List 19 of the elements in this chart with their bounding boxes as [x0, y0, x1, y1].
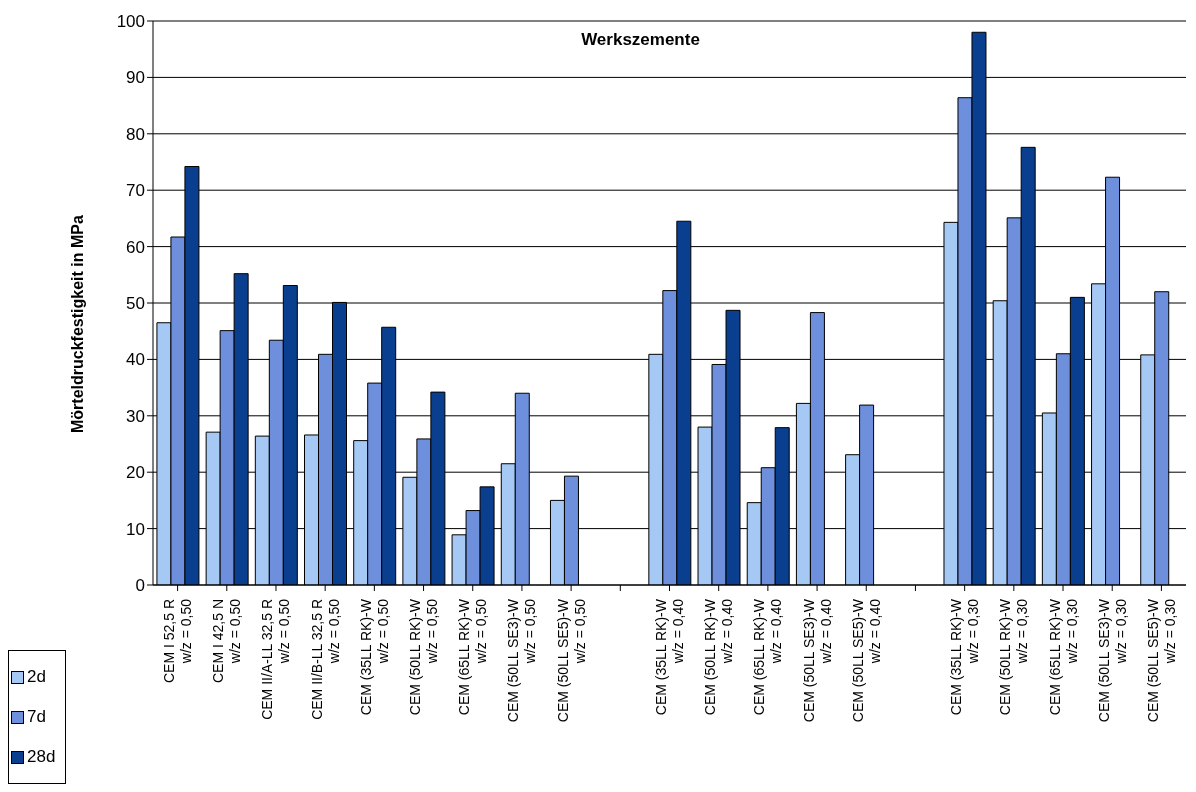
y-tick-label: 40: [126, 350, 145, 370]
y-axis-title: Mörteldruckfestigkeit in MPa: [68, 215, 86, 433]
legend-label: 7d: [27, 707, 46, 727]
y-tick-label: 100: [116, 12, 145, 32]
y-tick-label: 90: [126, 68, 145, 88]
y-tick-label: 30: [126, 406, 145, 426]
x-tick-label: CEM (35LL RK)-W w/z = 0,30: [948, 598, 982, 716]
text: Werkszemente: [580, 30, 701, 50]
y-tick-label: 60: [126, 237, 145, 257]
y-tick-label: 0: [135, 576, 145, 596]
y-tick-label: 50: [126, 294, 145, 314]
x-tick-label: CEM (35LL RK)-W w/z = 0,40: [653, 598, 686, 716]
y-tick-label: 80: [126, 124, 145, 144]
legend-label: 28d: [27, 747, 56, 767]
y-tick-label: 10: [126, 519, 145, 539]
legend-label: 2d: [27, 667, 46, 687]
y-tick-label: 20: [126, 463, 145, 483]
y-tick-label: 70: [126, 181, 145, 201]
x-tick-label: CEM I 52,5 R w/z = 0,50: [161, 598, 195, 684]
